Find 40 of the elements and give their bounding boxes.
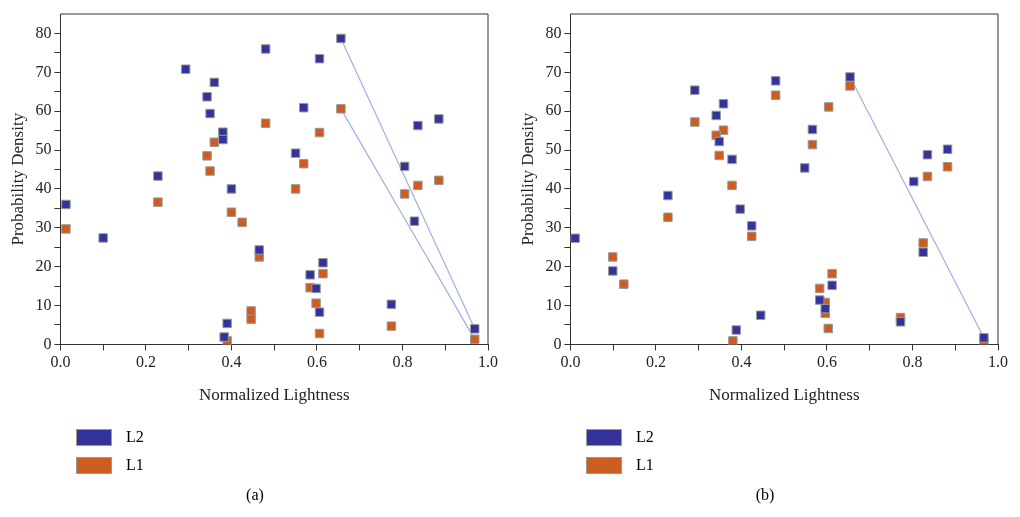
- x-tick-label: 0.8: [392, 353, 413, 371]
- y-tick-label: 50: [545, 140, 562, 158]
- text: (a): [245, 486, 265, 504]
- x-tick-label: 0.2: [645, 353, 666, 371]
- text: (b): [754, 486, 776, 504]
- y-tick-label: 30: [545, 217, 562, 235]
- x-tick-label: 0.0: [560, 353, 581, 371]
- y-tick-label: 0: [43, 334, 52, 352]
- y-tick-label: 40: [35, 179, 52, 197]
- y-tick-label: 80: [35, 23, 52, 41]
- y-tick-label: 0: [553, 334, 562, 352]
- y-tick-label: 40: [545, 179, 562, 197]
- x-tick-label: 0.4: [731, 353, 752, 371]
- x-tick-label: 1.0: [478, 353, 498, 371]
- x-tick-label: 0.6: [816, 353, 837, 371]
- x-tick-label: 0.4: [221, 353, 242, 371]
- y-tick-label: 60: [545, 101, 562, 119]
- y-tick-label: 70: [545, 62, 562, 80]
- x-tick-label: 1.0: [988, 353, 1008, 371]
- y-tick-label: 50: [35, 140, 52, 158]
- x-axis-title: Normalized Lightness: [708, 385, 860, 405]
- x-tick-label: 0.0: [50, 353, 71, 371]
- y-tick-label: 10: [545, 295, 562, 313]
- y-tick-label: 80: [545, 23, 562, 41]
- y-tick-label: 30: [35, 217, 52, 235]
- legend-label: L2: [126, 428, 144, 446]
- x-tick-label: 0.2: [135, 353, 156, 371]
- y-tick-label: 20: [545, 256, 562, 274]
- legend-label: L1: [636, 456, 654, 474]
- x-tick-label: 0.8: [902, 353, 923, 371]
- y-tick-label: 10: [35, 295, 52, 313]
- y-tick-label: 20: [35, 256, 52, 274]
- y-axis-title: Probability Density: [517, 112, 537, 246]
- legend-label: L1: [126, 456, 144, 474]
- y-tick-label: 60: [35, 101, 52, 119]
- x-tick-label: 0.6: [306, 353, 327, 371]
- y-tick-label: 70: [35, 62, 52, 80]
- legend-label: L2: [636, 428, 654, 446]
- x-axis-title: Normalized Lightness: [198, 385, 350, 405]
- y-axis-title: Probability Density: [7, 112, 27, 246]
